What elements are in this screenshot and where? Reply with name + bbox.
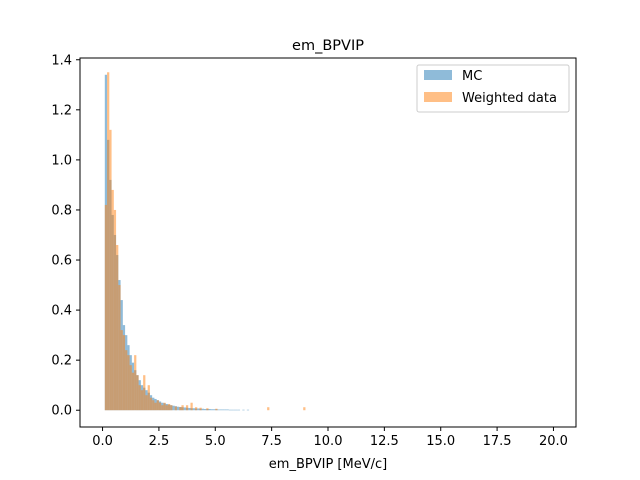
histogram-bar (145, 395, 148, 411)
y-tick-label: 0.6 (51, 254, 72, 269)
y-tick-label: 1.2 (51, 103, 72, 118)
y-tick-label: 0.4 (51, 304, 72, 319)
histogram-bar (194, 407, 198, 411)
histogram-bar (206, 408, 209, 411)
histogram-bar (199, 407, 202, 411)
histogram-bar (163, 402, 166, 411)
y-tick-label: 1.0 (51, 153, 72, 168)
histogram-bar (224, 409, 227, 411)
histogram-bar (197, 408, 200, 411)
histogram-bar (267, 407, 270, 411)
histogram-bar (158, 402, 162, 411)
histogram-bar (190, 402, 193, 411)
x-tick-label: 17.5 (483, 434, 512, 449)
histogram-bar (156, 400, 159, 411)
histogram-bar (242, 409, 245, 411)
x-tick-label: 0.0 (92, 434, 113, 449)
histogram-bar (165, 405, 168, 411)
histogram-bar (161, 405, 164, 411)
histogram-bar (222, 409, 225, 411)
x-tick-label: 20.0 (539, 434, 568, 449)
x-axis: 0.0 2.5 5.0 7.5 10.0 12.5 15.0 17.5 20.0 (92, 427, 568, 449)
histogram-bar (210, 409, 214, 411)
series-weighted-data (104, 72, 306, 411)
histogram-bar (181, 405, 184, 411)
histogram-bar (217, 409, 220, 411)
histogram-bar (152, 400, 155, 411)
histogram-bar (188, 407, 191, 411)
histogram-bar (134, 355, 137, 411)
histogram-bar (303, 407, 306, 411)
histogram-bar (204, 408, 207, 411)
histogram-bar (154, 402, 157, 411)
histogram-bar (149, 397, 153, 411)
histogram-bar (109, 129, 112, 411)
histogram-bar (201, 408, 204, 411)
histogram-bar (129, 365, 132, 411)
histogram-bar (237, 409, 241, 411)
histogram-bar (120, 330, 123, 411)
histogram-bar (213, 409, 216, 411)
histogram-bar (183, 407, 186, 411)
histogram-bar (176, 406, 180, 411)
histogram-bar (185, 405, 189, 411)
histogram-bar (170, 405, 173, 411)
histogram-bar (147, 385, 150, 411)
x-tick-label: 10.0 (314, 434, 343, 449)
x-tick-label: 5.0 (205, 434, 226, 449)
legend-box (416, 64, 570, 113)
histogram-bar (122, 335, 126, 411)
histogram-bar (104, 204, 108, 411)
legend: MC Weighted data (416, 64, 570, 113)
histogram-bar (143, 375, 146, 411)
histogram-bar (167, 403, 171, 411)
histogram-bar (174, 406, 177, 411)
bars-layer (104, 72, 306, 411)
histogram-bar (219, 409, 223, 411)
y-tick-label: 1.4 (51, 53, 72, 68)
chart-title: em_BPVIP (292, 38, 364, 54)
histogram-bar (192, 408, 195, 411)
histogram-bar (138, 385, 141, 411)
histogram-bar (136, 375, 139, 411)
histogram-bar (111, 189, 114, 411)
histogram-bar (226, 409, 229, 411)
histogram-bar (125, 350, 128, 411)
legend-label-weighted-data: Weighted data (462, 91, 557, 106)
legend-swatch-mc (424, 70, 452, 80)
histogram-bar (172, 405, 175, 411)
histogram-bar (118, 285, 121, 411)
histogram-bar (233, 409, 236, 411)
histogram-bar (127, 355, 130, 411)
x-tick-label: 15.0 (426, 434, 455, 449)
x-tick-label: 12.5 (370, 434, 399, 449)
y-tick-label: 0.0 (51, 404, 72, 419)
y-tick-label: 0.8 (51, 203, 72, 218)
histogram-bar (116, 245, 119, 411)
histogram-bar (231, 409, 234, 411)
x-tick-label: 7.5 (261, 434, 282, 449)
x-tick-label: 2.5 (149, 434, 170, 449)
histogram-bar (179, 407, 182, 411)
histogram-bar (140, 390, 144, 411)
histogram-bar (235, 409, 238, 411)
legend-swatch-weighted-data (424, 92, 452, 102)
legend-label-mc: MC (462, 69, 482, 84)
histogram-bar (131, 372, 135, 411)
histogram-bar (215, 408, 218, 411)
histogram-bar (208, 408, 211, 411)
y-tick-label: 0.2 (51, 354, 72, 369)
x-axis-label: em_BPVIP [MeV/c] (269, 457, 387, 472)
y-axis: 0.0 0.2 0.4 0.6 0.8 1.0 1.2 1.4 (51, 53, 80, 419)
histogram-bar (107, 72, 110, 411)
histogram-bar (246, 409, 250, 411)
histogram-bar (113, 209, 117, 411)
histogram-bar (228, 409, 232, 411)
